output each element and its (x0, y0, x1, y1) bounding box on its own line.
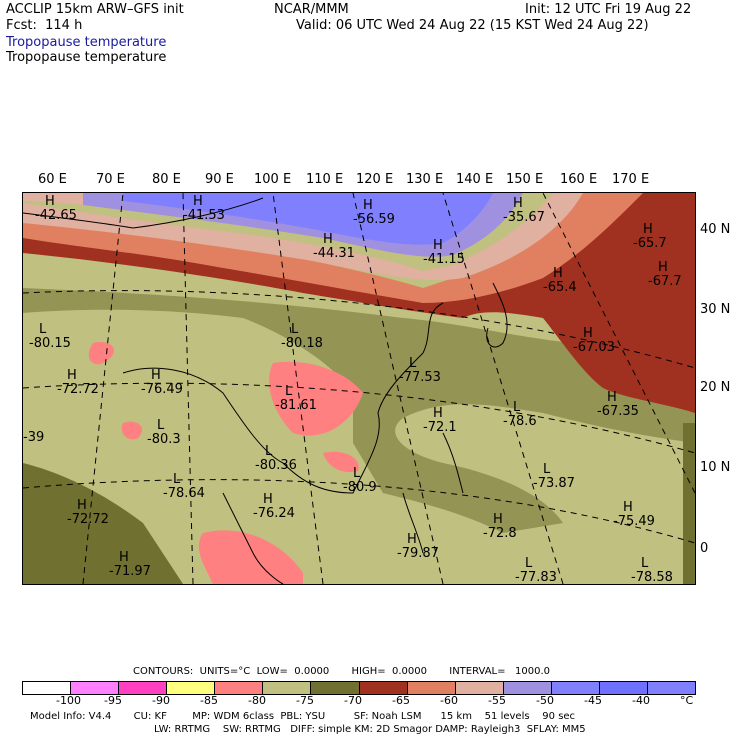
color-swatch (551, 682, 600, 694)
lat-label: 10 N (700, 460, 731, 475)
org-label: NCAR/MMM (274, 2, 349, 17)
color-swatch (407, 682, 456, 694)
extremum-label: L -81.61 (275, 384, 317, 413)
field-title-1: Tropopause temperature (6, 35, 167, 50)
extremum-label: H -42.65 (35, 194, 77, 223)
extremum-label: H -67.7 (648, 260, 682, 289)
extremum-label: L -78.64 (163, 472, 205, 501)
extremum-label: H -76.24 (253, 492, 295, 521)
init-label: Init: 12 UTC Fri 19 Aug 22 (525, 2, 692, 17)
color-scale-tick: -85 (200, 694, 218, 707)
color-scale-tick: -75 (296, 694, 314, 707)
field-title-2: Tropopause temperature (6, 50, 167, 65)
lat-label: 40 N (700, 222, 731, 237)
color-swatch (503, 682, 552, 694)
extremum-label: L -78.6 (503, 400, 537, 429)
extremum-label: H -72.1 (423, 406, 457, 435)
extremum-label: H -67.35 (597, 390, 639, 419)
color-scale-tick: -95 (104, 694, 122, 707)
color-swatch (23, 682, 72, 694)
lon-label: 140 E (456, 172, 494, 187)
extremum-label: -39 (23, 430, 45, 445)
extremum-label: H -72.72 (67, 498, 109, 527)
extremum-label: H -72.8 (483, 512, 517, 541)
lat-label: 20 N (700, 380, 731, 395)
lon-label: 60 E (38, 172, 67, 187)
extremum-label: L -77.83 (515, 556, 557, 585)
color-scale-tick: -45 (584, 694, 602, 707)
extremum-label: H -41.53 (183, 194, 225, 223)
extremum-label: H -75.49 (613, 500, 655, 529)
lon-label: 90 E (205, 172, 234, 187)
model-info-line1: Model Info: V4.4 CU: KF MP: WDM 6class P… (30, 711, 576, 722)
lon-label: 100 E (254, 172, 292, 187)
color-scale-tick: -50 (536, 694, 554, 707)
lon-label: 130 E (406, 172, 444, 187)
color-swatch (71, 682, 120, 694)
extremum-label: H -65.4 (543, 266, 577, 295)
color-scale-tick: -90 (152, 694, 170, 707)
extremum-label: L -80.36 (255, 444, 297, 473)
extremum-label: H -44.31 (313, 232, 355, 261)
color-swatch (263, 682, 312, 694)
extremum-label: L -77.53 (399, 356, 441, 385)
lat-label: 0 (700, 541, 709, 556)
color-swatch (599, 682, 649, 694)
extremum-label: L -80.15 (29, 322, 71, 351)
lon-label: 70 E (96, 172, 125, 187)
color-swatch (455, 682, 504, 694)
map-fill (23, 193, 695, 584)
color-scale-tick: -70 (344, 694, 362, 707)
color-swatch (311, 682, 360, 694)
extremum-label: L -73.87 (533, 462, 575, 491)
lat-label: 30 N (700, 302, 731, 317)
color-scale-tick: -100 (56, 694, 81, 707)
color-swatch (359, 682, 408, 694)
color-scale-tick: -55 (488, 694, 506, 707)
contours-info: CONTOURS: UNITS=°C LOW= 0.0000 HIGH= 0.0… (133, 666, 551, 677)
extremum-label: L -80.18 (281, 322, 323, 351)
model-title: ACCLIP 15km ARW–GFS init (6, 2, 184, 17)
color-scale-tick: -40 (632, 694, 650, 707)
color-swatch (119, 682, 168, 694)
color-scale-tick: °C (680, 694, 694, 707)
lon-label: 170 E (612, 172, 650, 187)
extremum-label: H -56.59 (353, 198, 395, 227)
color-swatch (215, 682, 264, 694)
extremum-label: H -71.97 (109, 550, 151, 579)
map-panel: H -42.65 H -41.53 H -56.59 H -35.67 H -44.31 H -41.… (22, 192, 696, 585)
extremum-label: H -76.49 (141, 368, 183, 397)
extremum-label: H -41.15 (423, 238, 465, 267)
lon-label: 80 E (152, 172, 181, 187)
model-info-line2: LW: RRTMG SW: RRTMG DIFF: simple KM: 2D … (30, 724, 586, 735)
forecast-hour: Fcst: 114 h (6, 18, 83, 33)
color-swatch (167, 682, 216, 694)
extremum-label: H -79.87 (397, 532, 439, 561)
extremum-label: H -67.03 (573, 326, 615, 355)
valid-time: Valid: 06 UTC Wed 24 Aug 22 (15 KST Wed … (296, 18, 649, 33)
lon-label: 110 E (306, 172, 344, 187)
lon-label: 160 E (560, 172, 598, 187)
color-scale-tick: -60 (440, 694, 458, 707)
extremum-label: H -35.67 (503, 196, 545, 225)
extremum-label: L -78.58 (631, 556, 673, 585)
color-scale-tick: -80 (248, 694, 266, 707)
extremum-label: H -65.7 (633, 222, 667, 251)
lon-label: 150 E (506, 172, 544, 187)
extremum-label: L -80.3 (147, 418, 181, 447)
color-scale (22, 681, 696, 695)
color-swatch (648, 682, 696, 694)
extremum-label: L -80.9 (343, 466, 377, 495)
color-scale-tick: -65 (392, 694, 410, 707)
lon-label: 120 E (356, 172, 394, 187)
extremum-label: H -72.72 (57, 368, 99, 397)
